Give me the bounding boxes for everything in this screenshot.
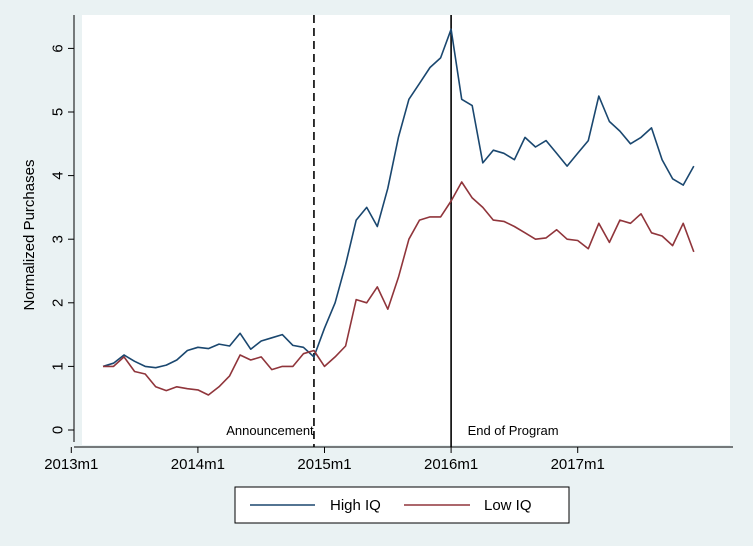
end-of-program-label: End of Program	[468, 423, 559, 438]
x-tick-label: 2014m1	[171, 456, 225, 473]
y-axis-title: Normalized Purchases	[21, 160, 38, 311]
x-tick-label: 2015m1	[297, 456, 351, 473]
y-tick-label: 5	[50, 108, 67, 116]
y-tick-label: 2	[50, 299, 67, 307]
plot-background	[82, 15, 730, 445]
axes: 0 1 2 3 4 5 6 2013m1 2014m1 2015m1 2016m1 2017m1	[44, 15, 733, 473]
x-tick-label: 2017m1	[551, 456, 605, 473]
announcement-label: Announcement	[226, 423, 314, 438]
vertical-markers: Announcement End of Program	[226, 15, 559, 447]
y-tick-label: 6	[50, 44, 67, 52]
series-layer	[102, 28, 695, 396]
x-tick-label: 2013m1	[44, 456, 98, 473]
y-tick-label: 3	[50, 235, 67, 243]
y-tick-label: 1	[50, 362, 67, 370]
legend-label: High IQ	[330, 497, 381, 514]
y-tick-label: 0	[50, 426, 67, 434]
x-tick-label: 2016m1	[424, 456, 478, 473]
legend-label: Low IQ	[484, 497, 532, 514]
y-tick-label: 4	[50, 171, 67, 179]
legend: High IQ Low IQ	[234, 486, 570, 524]
